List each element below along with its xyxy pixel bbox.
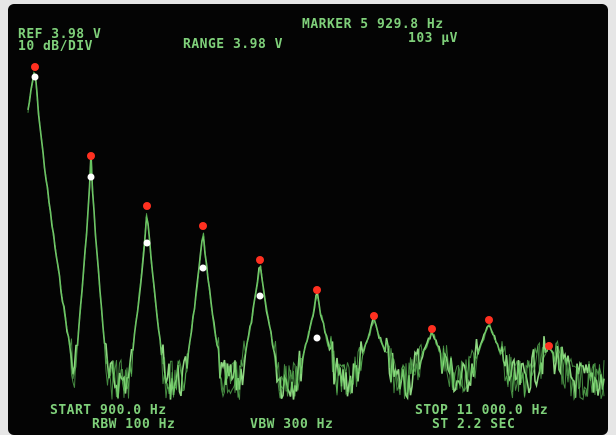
marker: MARKER 5 929.8 Hz — [302, 17, 444, 32]
stop-frequency: STOP 11 000.0 Hz — [415, 403, 548, 418]
trace-dot — [257, 293, 264, 300]
peak-marker — [87, 152, 95, 160]
trace-dot — [32, 74, 39, 81]
marker-level: 103 μV — [408, 31, 458, 46]
trace-dot — [314, 335, 321, 342]
trace-dot — [200, 265, 207, 272]
peak-marker — [545, 342, 553, 350]
peak-marker — [31, 63, 39, 71]
peak-marker — [370, 312, 378, 320]
vbw: VBW 300 Hz — [250, 417, 333, 432]
peak-marker — [256, 256, 264, 264]
analyzer-screen: REF 3.98 V 10 dB/DIV RANGE 3.98 V MARKER… — [0, 0, 616, 435]
trace-dot — [144, 240, 151, 247]
peak-marker — [485, 316, 493, 324]
scale: 10 dB/DIV — [18, 39, 93, 54]
start-frequency: START 900.0 Hz — [50, 403, 167, 418]
peak-marker — [313, 286, 321, 294]
trace-dot — [88, 174, 95, 181]
peak-marker — [143, 202, 151, 210]
peak-marker — [199, 222, 207, 230]
range: RANGE 3.98 V — [183, 37, 283, 52]
rbw: RBW 100 Hz — [92, 417, 175, 432]
sweep-time: ST 2.2 SEC — [432, 417, 515, 432]
peak-marker — [428, 325, 436, 333]
page: REF 3.98 V 10 dB/DIV RANGE 3.98 V MARKER… — [0, 0, 616, 435]
